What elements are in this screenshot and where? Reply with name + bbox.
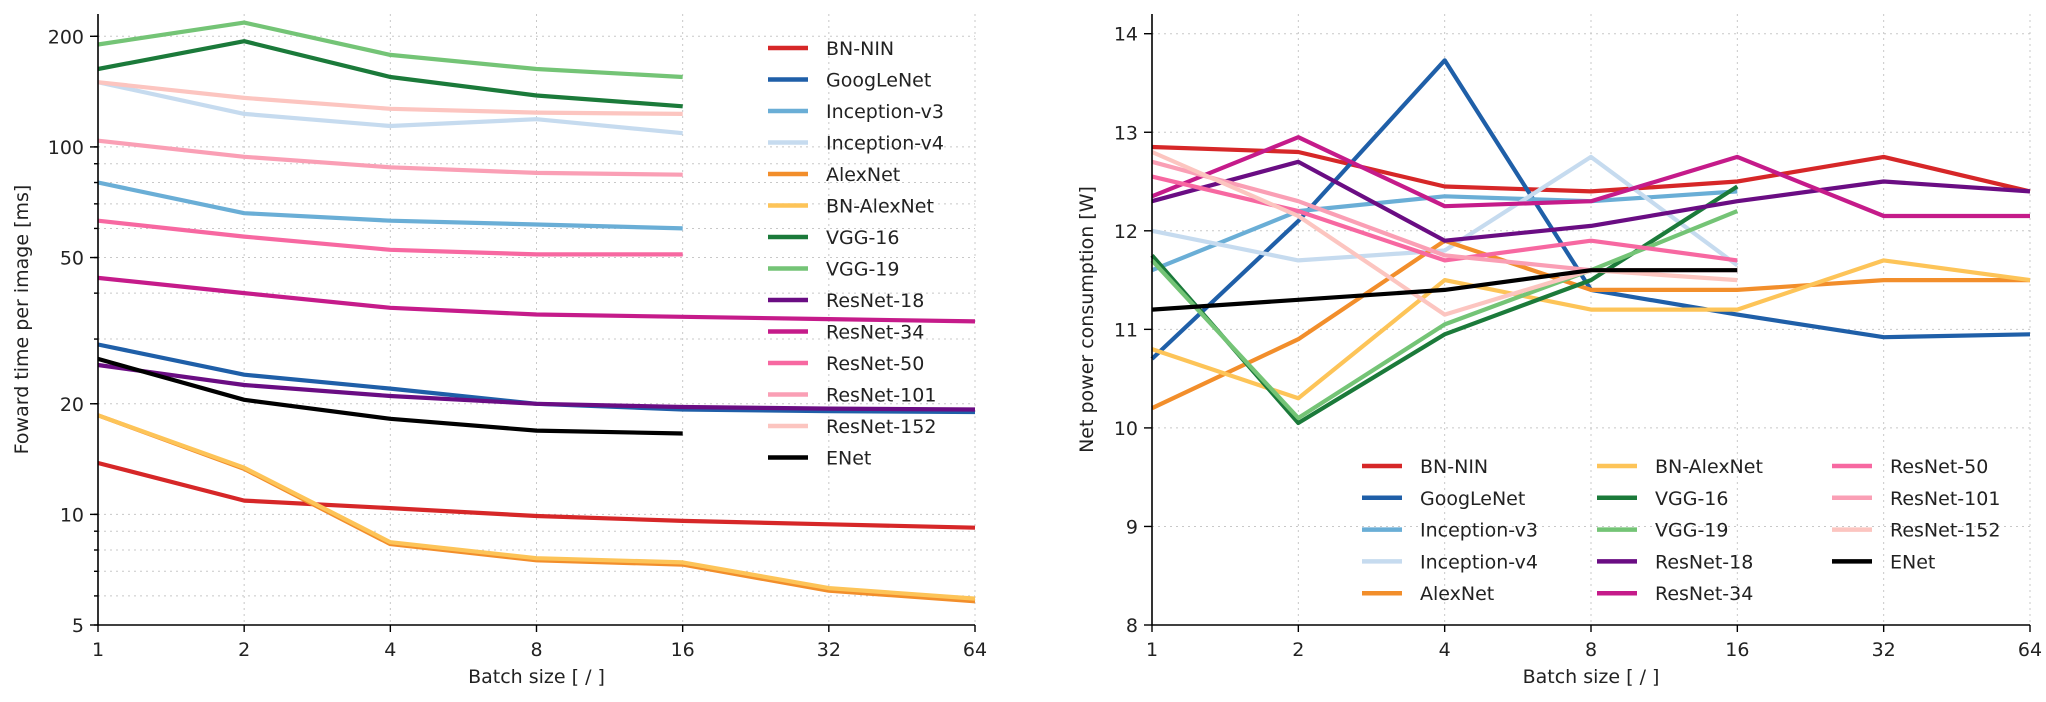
series-line-bn-alexnet [97,413,976,601]
legend-label-resnet-152: ResNet-152 [1890,520,2000,542]
y-tick-label: 20 [60,394,84,416]
y-axis-title: Net power consumption [W] [1076,186,1098,453]
series-line-bn-alexnet [1151,258,2031,401]
y-tick-label: 10 [1114,418,1138,440]
x-tick-label: 4 [384,639,396,661]
legend-label-googlenet: GoogLeNet [1420,488,1525,510]
y-tick-label: 50 [60,248,84,270]
series-line-resnet-34 [1151,135,2030,219]
x-tick-label: 16 [1725,639,1749,661]
x-tick-label: 2 [1292,639,1304,661]
series-line-bn-nin [1151,144,2031,194]
legend: BN-NIN GoogLeNet Inception-v3 Inception-v4 A… [1362,456,2000,605]
x-tick-label: 64 [963,639,987,661]
x-tick-label: 1 [1146,639,1158,661]
y-tick-label: 5 [72,615,84,637]
series-group [1150,58,2031,426]
legend-label-inception-v3: Inception-v3 [1420,520,1538,542]
legend: BN-NIN GoogLeNet Inception-v3 Inception-v4 A… [768,38,944,470]
legend-label-enet: ENet [1890,551,1935,573]
y-tick-label: 11 [1114,319,1138,341]
y-tick-label: 10 [60,504,84,526]
series-line-enet [97,356,683,436]
legend-label-bn-alexnet: BN-AlexNet [1655,456,1763,478]
series-line-resnet-152 [97,80,683,116]
series-line-bn-nin [97,460,976,530]
x-tick-label: 8 [530,639,542,661]
series-line-inception-v3 [1151,189,1738,273]
legend-label-resnet-50: ResNet-50 [826,353,924,375]
x-tick-label: 32 [1872,639,1896,661]
legend-label-resnet-152: ResNet-152 [826,416,936,438]
x-tick-label: 2 [238,639,250,661]
legend-label-vgg-19: VGG-19 [1655,520,1728,542]
series-line-vgg-16 [97,39,683,109]
y-tick-label: 14 [1114,24,1138,46]
forward-time-chart: 1 2 4 8 16 32 64 5 10 20 50 100 200 Batch size [ / ] F… [11,14,987,688]
legend-label-googlenet: GoogLeNet [826,70,931,92]
legend-label-inception-v4: Inception-v4 [826,133,944,155]
x-tick-label: 32 [817,639,841,661]
y-tick-label: 100 [48,137,84,159]
x-tick-label: 8 [1585,639,1597,661]
legend-label-alexnet: AlexNet [1420,583,1494,605]
series-line-resnet-18 [97,362,976,412]
series-line-vgg-19 [97,20,683,80]
x-axis-title: Batch size [ / ] [468,666,605,688]
series-line-vgg-19 [1150,209,1739,421]
x-tick-label: 4 [1439,639,1451,661]
legend-label-resnet-50: ResNet-50 [1890,456,1988,478]
legend-label-inception-v4: Inception-v4 [1420,551,1538,573]
series-line-resnet-101 [97,138,683,177]
series-line-inception-v4 [97,80,683,136]
series-line-resnet-50 [97,218,683,257]
y-tick-label: 200 [48,26,84,48]
y-tick-label: 9 [1126,516,1138,538]
legend-label-vgg-16: VGG-16 [826,227,899,249]
series-line-inception-v4 [1151,154,1739,267]
legend-label-resnet-34: ResNet-34 [826,322,924,344]
legend-label-alexnet: AlexNet [826,164,900,186]
legend-label-bn-nin: BN-NIN [826,38,894,60]
series-line-enet [1151,268,1738,312]
legend-label-bn-nin: BN-NIN [1420,456,1488,478]
series-line-inception-v3 [97,180,683,231]
legend-label-bn-alexnet: BN-AlexNet [826,196,934,218]
series-line-resnet-34 [97,275,976,324]
legend-label-resnet-18: ResNet-18 [826,290,924,312]
series-line-alexnet [1151,238,2030,411]
x-tick-label: 1 [92,639,104,661]
legend-label-resnet-18: ResNet-18 [1655,551,1753,573]
y-axis-title: Foward time per image [ms] [11,185,33,455]
legend-label-resnet-101: ResNet-101 [826,385,936,407]
x-tick-label: 64 [2018,639,2042,661]
series-line-resnet-50 [1151,174,1738,263]
y-tick-label: 8 [1126,615,1138,637]
legend-label-inception-v3: Inception-v3 [826,101,944,123]
legend-label-vgg-19: VGG-19 [826,259,899,281]
legend-label-resnet-101: ResNet-101 [1890,488,2000,510]
legend-label-resnet-34: ResNet-34 [1655,583,1753,605]
legend-label-vgg-16: VGG-16 [1655,488,1728,510]
series-line-resnet-152 [1151,150,1738,317]
x-tick-label: 16 [671,639,695,661]
series-line-resnet-18 [1151,159,2031,243]
y-tick-label: 13 [1114,122,1138,144]
legend-label-enet: ENet [826,448,871,470]
x-axis-title: Batch size [ / ] [1523,666,1660,688]
y-tick-label: 12 [1114,221,1138,243]
series-group [97,20,976,604]
